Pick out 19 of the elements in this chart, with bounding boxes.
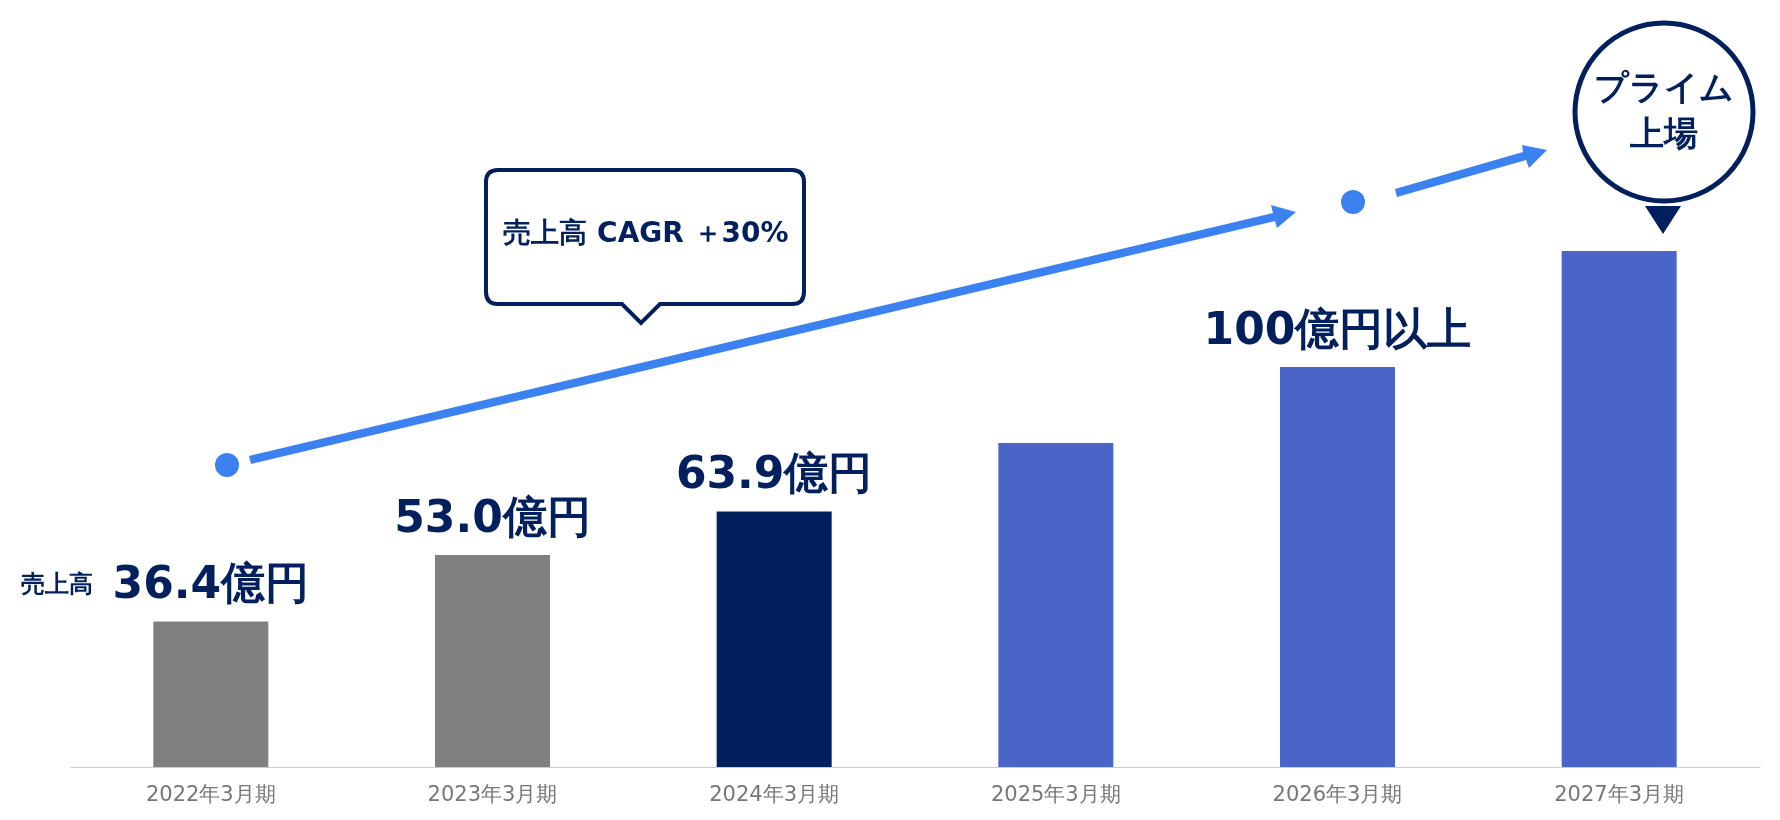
bar (1280, 367, 1395, 767)
x-tick-label: 2025年3月期 (990, 781, 1121, 806)
bar (716, 511, 832, 767)
x-tick-label: 2026年3月期 (1272, 781, 1403, 806)
bar (1561, 251, 1677, 767)
text: プライム上場 (1593, 66, 1735, 155)
bar (435, 555, 550, 767)
data-label: 53.0億円 (394, 491, 591, 542)
x-tick-label: 2022年3月期 (145, 781, 276, 806)
data-label: 36.4億円 (112, 557, 310, 609)
data-label: 63.9億円 (675, 447, 873, 499)
data-label: 100億円以上 (1203, 303, 1472, 354)
text: 売上高 CAGR ＋30% (502, 215, 790, 251)
x-tick-label: 2024年3月期 (709, 781, 840, 806)
annotation: 売上高 (20, 569, 94, 600)
x-tick-label: 2023年3月期 (427, 781, 558, 806)
x-tick-label: 2027年3月期 (1554, 781, 1685, 806)
bar (153, 621, 269, 767)
bar (998, 443, 1114, 767)
